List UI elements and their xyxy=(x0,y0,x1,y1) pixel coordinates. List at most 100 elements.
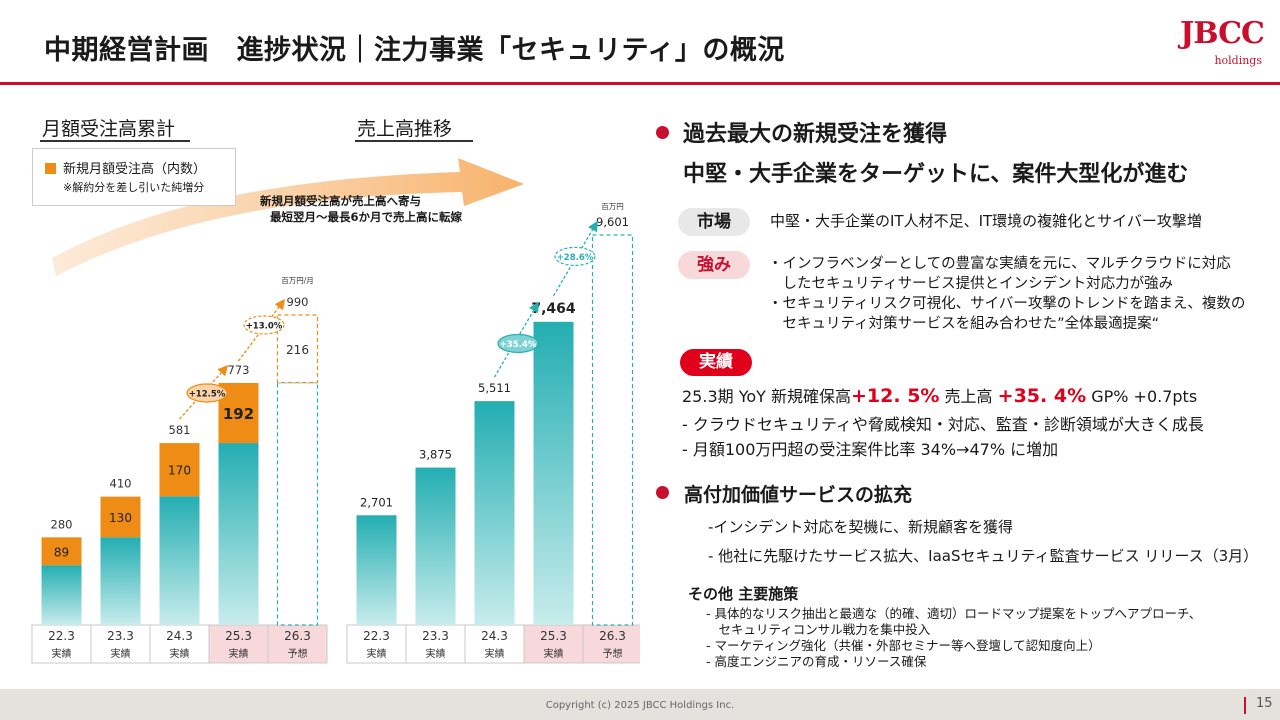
value-added-item: -インシデント対応を契機に、新規顧客を獲得 xyxy=(708,518,1013,536)
results-new-orders-growth: +12. 5% xyxy=(851,385,940,407)
logo-main-text: JBCC xyxy=(1180,16,1265,51)
company-logo: JBCC holdings xyxy=(1180,14,1266,70)
growth-badge xyxy=(186,383,228,403)
bar-sales xyxy=(533,321,574,625)
other-initiatives-title: その他 主要施策 xyxy=(688,585,799,603)
bar-base xyxy=(100,537,141,625)
footer-bar xyxy=(0,689,1280,720)
x-tick-sublabel: 実績 xyxy=(111,647,131,660)
page-number: 15 xyxy=(1256,696,1273,711)
bar-new-orders xyxy=(100,496,141,538)
sales-chart-label: 売上高推移 xyxy=(357,118,453,140)
x-tick-label: 23.3 xyxy=(107,629,134,643)
results-sales-growth: +35. 4% xyxy=(997,385,1087,407)
market-text: 中堅・大手企業のIT人材不足、IT環境の複雑化とサイバー攻撃増 xyxy=(770,212,1202,230)
bar-new-orders xyxy=(159,443,200,497)
growth-badge-label: +12.5% xyxy=(189,390,226,400)
bar-total-label: 280 xyxy=(51,517,73,531)
bar-base-forecast xyxy=(276,382,319,626)
contribution-note: 新規月額受注高が売上高へ寄与 最短翌月～最長6か月で売上高に転嫁 xyxy=(260,193,462,225)
bar-value-label: 2,701 xyxy=(360,495,393,509)
x-tick-label: 24.3 xyxy=(166,629,193,643)
results-detail-2: - 月額100万円超の受注案件比率 34%→47% に増加 xyxy=(682,440,1059,459)
bar-new-orders-label: 216 xyxy=(286,343,309,357)
x-tick-sublabel: 予想 xyxy=(288,647,308,660)
strength-pill: 強み xyxy=(678,251,750,279)
x-tick-label: 24.3 xyxy=(481,629,508,643)
logo-sub-text: holdings xyxy=(1214,54,1262,67)
order-chart-label: 月額受注高累計 xyxy=(42,118,176,140)
x-tick-label: 26.3 xyxy=(284,629,311,643)
order-chart-label-underline xyxy=(40,140,190,142)
growth-badge-label: +13.0% xyxy=(246,321,283,331)
bar-sales xyxy=(415,467,456,625)
x-tick-sublabel: 予想 xyxy=(603,647,623,660)
bar-sales-forecast xyxy=(591,234,634,626)
order-chart-legend: 新規月額受注高（内数） ※解約分を差し引いた純増分 xyxy=(32,148,236,206)
x-tick-label: 25.3 xyxy=(225,629,252,643)
bar-sales xyxy=(356,515,397,625)
sales-chart-label-underline xyxy=(355,140,473,142)
results-yoy-line: 25.3期 YoY 新規確保高+12. 5% 売上高 +35. 4% GP% +… xyxy=(682,383,1197,407)
results-sales-label: 売上高 xyxy=(939,387,998,406)
other-initiatives-list: - 具体的なリスク抽出と最適な（的確、適切）ロードマップ提案をトップへアプローチ… xyxy=(706,606,1201,670)
bar-new-orders-label: 89 xyxy=(54,545,69,559)
unit-label: 百万円/月 xyxy=(281,276,314,285)
headline-value-added-services: 高付加価値サービスの拡充 xyxy=(684,484,913,506)
bar-base xyxy=(41,565,82,625)
value-added-item: - 他社に先駆けたサービス拡大、IaaSセキュリティ監査サービス リリース（3月… xyxy=(708,547,1259,565)
bar-value-label: 7,464 xyxy=(531,301,576,317)
other-initiative-line: - 高度エンジニアの育成・リソース確保 xyxy=(706,654,927,669)
growth-badge-label: +35.4% xyxy=(500,340,537,350)
results-gp-change: GP% +0.7pts xyxy=(1086,387,1198,406)
legend-swatch-new-orders xyxy=(45,163,56,174)
growth-badge xyxy=(497,333,539,354)
contribution-note-line2: 最短翌月～最長6か月で売上高に転嫁 xyxy=(270,210,462,224)
growth-badge-label: +28.6% xyxy=(557,253,594,263)
strength-line: セキュリティ対策サービスを組み合わせた”全体最適提案“ xyxy=(768,316,1160,332)
results-detail-1: - クラウドセキュリティや脅威検知・対応、監査・診断領域が大きく成長 xyxy=(682,415,1204,434)
x-tick-sublabel: 実績 xyxy=(367,647,387,660)
results-pill: 実績 xyxy=(680,349,752,376)
bar-new-orders-label: 192 xyxy=(223,405,254,423)
page-title: 中期経営計画 進捗状況｜注力事業「セキュリティ」の概況 xyxy=(44,35,785,66)
market-pill: 市場 xyxy=(678,208,750,236)
bar-total-label: 410 xyxy=(110,477,132,491)
bar-new-orders-label: 130 xyxy=(109,511,132,525)
x-tick-sublabel: 実績 xyxy=(52,647,72,660)
strength-line: ・インフラベンダーとしての豊富な実績を元に、マルチクラウドに対応 xyxy=(768,256,1231,272)
sales-chart: 22.3 実績 23.3 実績 24.3 実績 25.3 実績 26.3 予想 2,701 3,875… xyxy=(346,202,640,664)
contribution-note-line1: 新規月額受注高が売上高へ寄与 xyxy=(260,194,421,208)
other-initiative-line: - マーケティング強化（共催・外部セミナー等へ登壇して認知度向上） xyxy=(706,638,1101,653)
bar-base xyxy=(218,443,259,625)
bar-total-label: 990 xyxy=(287,295,309,309)
results-yoy-prefix: 25.3期 YoY 新規確保高 xyxy=(682,387,852,406)
strength-line: したセキュリティサービス提供とインシデント対応力が強み xyxy=(768,276,1174,292)
bar-new-orders-label: 170 xyxy=(168,464,191,478)
legend-note: ※解約分を差し引いた純増分 xyxy=(63,181,205,194)
strength-line: ・セキュリティリスク可視化、サイバー攻撃のトレンドを踏まえ、複数の xyxy=(768,296,1246,312)
x-tick-sublabel: 実績 xyxy=(170,647,190,660)
bar-value-label: 3,875 xyxy=(419,448,452,462)
x-tick-label: 25.3 xyxy=(540,629,567,643)
headline-larger-deals: 中堅・大手企業をターゲットに、案件大型化が進む xyxy=(683,162,1189,187)
headline-record-orders: 過去最大の新規受注を獲得 xyxy=(683,122,948,147)
title-divider xyxy=(0,82,1280,85)
footer-copyright: Copyright (c) 2025 JBCC Holdings Inc. xyxy=(545,700,735,711)
x-tick-label: 26.3 xyxy=(599,629,626,643)
x-tick-label: 23.3 xyxy=(422,629,449,643)
bar-new-orders-forecast xyxy=(276,314,319,384)
x-tick-label: 22.3 xyxy=(363,629,390,643)
bullet-dot xyxy=(656,486,669,499)
other-initiative-line: セキュリティコンサル戦力を集中投入 xyxy=(706,622,931,637)
axis-category-cell xyxy=(90,624,151,664)
contribution-arrow xyxy=(52,158,524,276)
footer-separator xyxy=(1244,697,1246,714)
bar-sales xyxy=(474,401,515,625)
legend-new-orders-label: 新規月額受注高（内数） xyxy=(63,162,207,177)
bar-total-label: 581 xyxy=(169,423,191,437)
growth-badge xyxy=(554,246,596,267)
charts-canvas: 22.3 実績 23.3 実績 24.3 実績 25.3 実績 26.3 予想 89 280 130 41… xyxy=(31,158,640,664)
axis-category-cell xyxy=(582,624,640,664)
order-chart: 22.3 実績 23.3 実績 24.3 実績 25.3 実績 26.3 予想 89 280 130 41… xyxy=(31,276,328,664)
